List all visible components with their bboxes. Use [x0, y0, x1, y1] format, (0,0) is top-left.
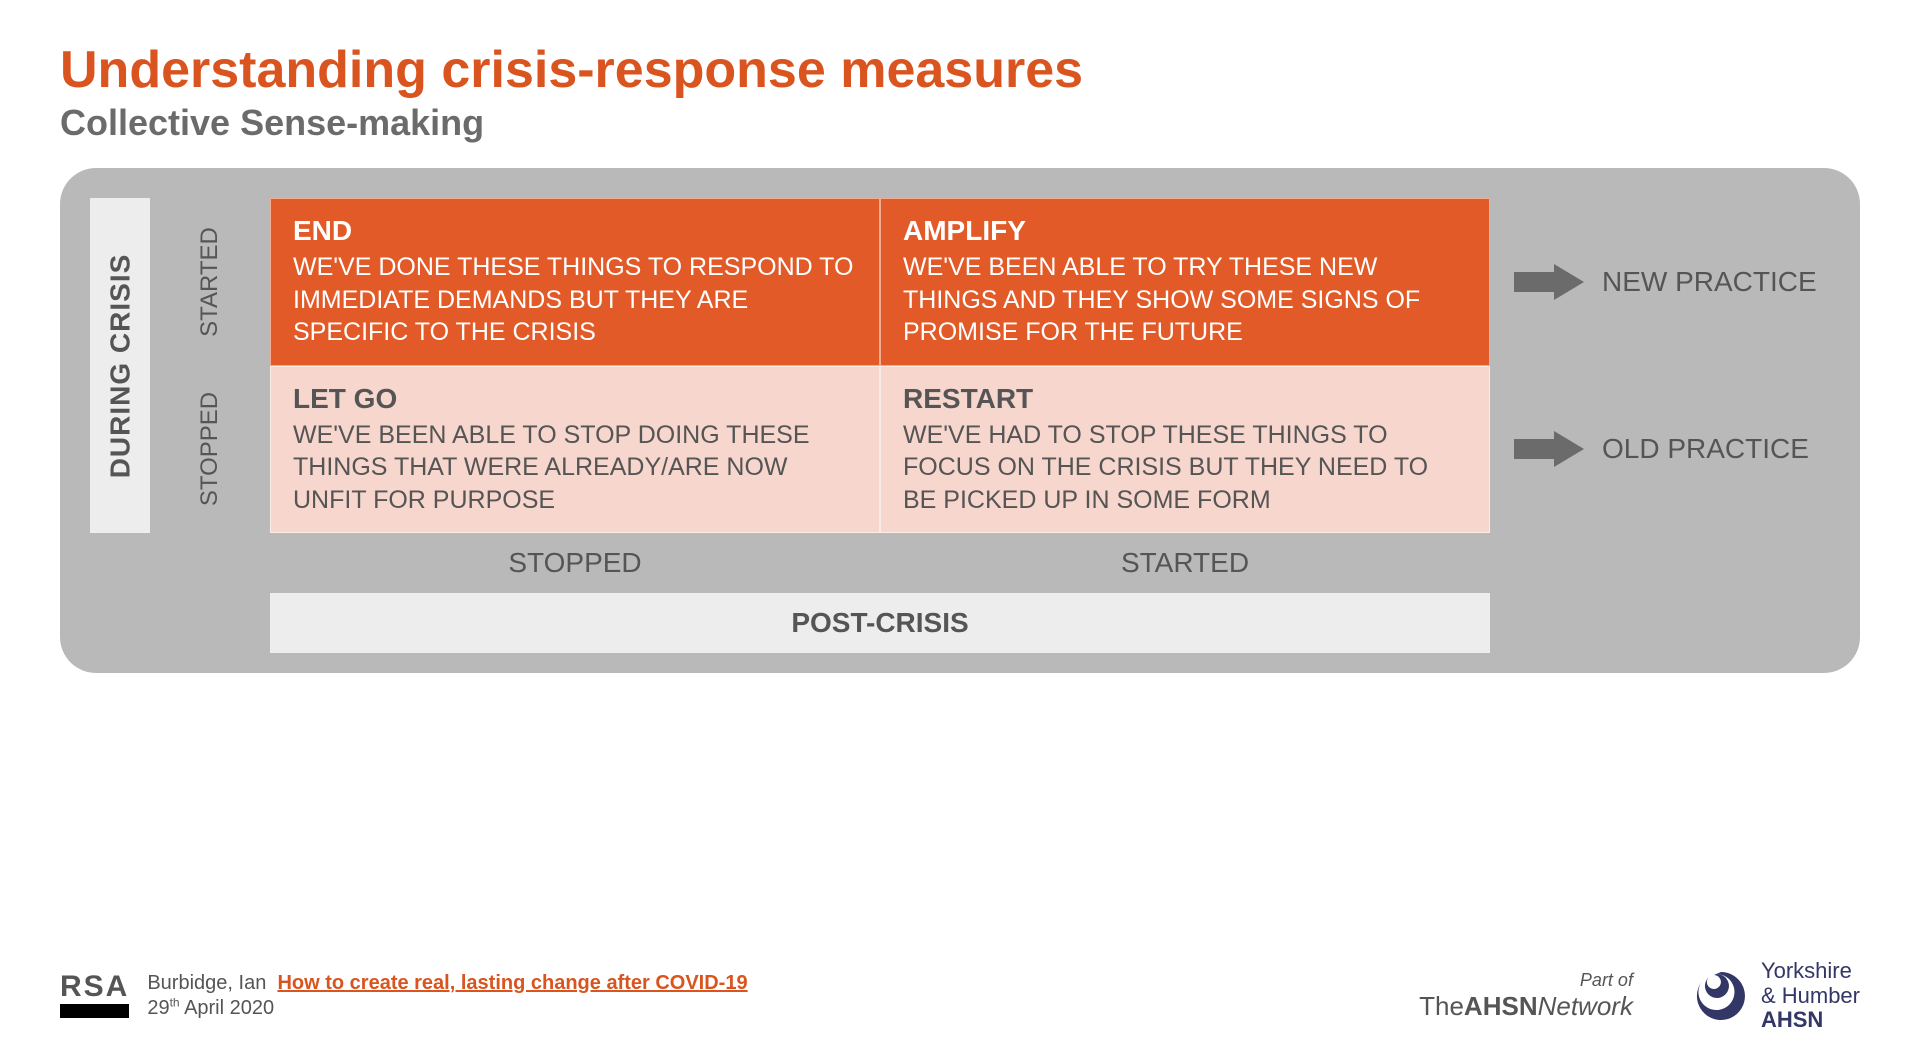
y-axis-stopped-label: STOPPED: [150, 366, 270, 534]
cell-amplify: AMPLIFY WE'VE BEEN ABLE TO TRY THESE NEW…: [880, 198, 1490, 366]
citation: Burbidge, Ian How to create real, lastin…: [147, 972, 747, 1020]
x-axis-started-label: STARTED: [880, 533, 1490, 593]
rsa-logo: RSA: [60, 972, 129, 1018]
right-label-new-practice: NEW PRACTICE: [1490, 198, 1830, 366]
y-axis-main-label: DURING CRISIS: [90, 198, 150, 533]
swirl-icon: [1693, 968, 1749, 1024]
cell-restart-body: WE'VE HAD TO STOP THESE THINGS TO FOCUS …: [903, 419, 1467, 517]
citation-link[interactable]: How to create real, lasting change after…: [277, 972, 747, 994]
arrow-right-icon: [1514, 264, 1584, 300]
cell-amplify-body: WE'VE BEEN ABLE TO TRY THESE NEW THINGS …: [903, 251, 1467, 349]
cell-letgo: LET GO WE'VE BEEN ABLE TO STOP DOING THE…: [270, 366, 880, 534]
x-axis-main-label: POST-CRISIS: [270, 593, 1490, 653]
cell-end-title: END: [293, 215, 857, 247]
y-axis-started-label: STARTED: [150, 198, 270, 366]
matrix-panel: DURING CRISIS STARTED STOPPED END WE'VE …: [60, 168, 1860, 673]
right-label-old-practice: OLD PRACTICE: [1490, 366, 1830, 534]
footer: RSA Burbidge, Ian How to create real, la…: [60, 959, 1860, 1032]
page-subtitle: Collective Sense-making: [60, 102, 1860, 144]
cell-letgo-title: LET GO: [293, 383, 857, 415]
cell-end: END WE'VE DONE THESE THINGS TO RESPOND T…: [270, 198, 880, 366]
ahsn-network-logo: Part of TheAHSNNetwork: [1419, 970, 1633, 1022]
arrow-right-icon: [1514, 431, 1584, 467]
cell-amplify-title: AMPLIFY: [903, 215, 1467, 247]
cell-restart-title: RESTART: [903, 383, 1467, 415]
citation-date: 29th April 2020: [147, 997, 274, 1019]
cell-letgo-body: WE'VE BEEN ABLE TO STOP DOING THESE THIN…: [293, 419, 857, 517]
cell-end-body: WE'VE DONE THESE THINGS TO RESPOND TO IM…: [293, 251, 857, 349]
yorkshire-humber-ahsn-logo: Yorkshire & Humber AHSN: [1693, 959, 1860, 1032]
x-axis-stopped-label: STOPPED: [270, 533, 880, 593]
cell-restart: RESTART WE'VE HAD TO STOP THESE THINGS T…: [880, 366, 1490, 534]
page-title: Understanding crisis-response measures: [60, 40, 1860, 100]
